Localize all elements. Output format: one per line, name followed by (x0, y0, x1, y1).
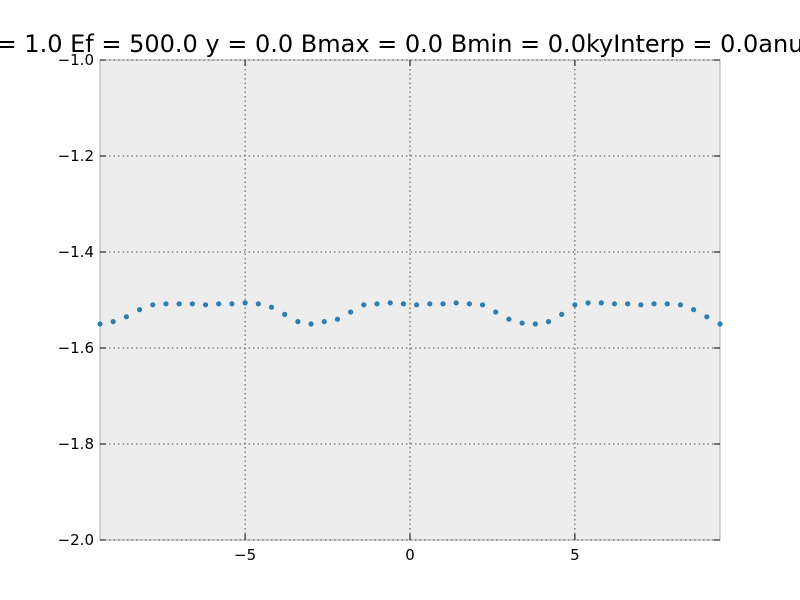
data-point (466, 301, 472, 307)
data-point (625, 301, 631, 307)
data-point (255, 301, 261, 307)
data-point (717, 321, 723, 327)
data-point (229, 301, 235, 307)
data-point (493, 309, 499, 315)
data-point (176, 301, 182, 307)
data-point (479, 302, 486, 308)
y-tick-label: −1.0 (58, 51, 94, 69)
data-point (348, 309, 354, 315)
data-point (374, 301, 380, 307)
data-point (361, 302, 367, 308)
x-tick-label: −5 (234, 546, 256, 564)
x-tick-label: 0 (405, 546, 415, 564)
data-point (691, 307, 697, 313)
data-point (427, 301, 433, 307)
data-points (97, 300, 723, 327)
data-point (334, 316, 341, 322)
data-point (97, 321, 103, 327)
data-point (440, 301, 446, 307)
data-point (282, 311, 288, 317)
data-point (189, 301, 195, 307)
x-tick-label: 5 (570, 546, 580, 564)
data-point (321, 319, 327, 325)
data-point (519, 320, 525, 326)
data-point (611, 301, 618, 307)
data-point (585, 300, 591, 306)
y-tick-label: −1.6 (58, 339, 94, 357)
data-point (242, 300, 248, 306)
axis-ticks: −5 0 5 −1.0 −1.2 −1.4 −1.6 −1.8 −2.0 (58, 51, 720, 564)
data-point (413, 302, 420, 308)
data-point (598, 300, 604, 306)
data-point (123, 314, 129, 320)
y-tick-label: −1.4 (58, 243, 94, 261)
y-tick-label: −1.8 (58, 435, 94, 453)
y-tick-label: −2.0 (58, 531, 94, 549)
data-point (163, 301, 169, 307)
data-point (308, 321, 314, 327)
data-point (704, 314, 710, 320)
data-point (110, 319, 116, 325)
data-point (532, 321, 538, 327)
data-point (638, 302, 644, 308)
data-point (677, 302, 684, 308)
data-point (453, 300, 459, 306)
data-point (216, 301, 222, 307)
data-point (150, 302, 156, 308)
data-point (572, 302, 578, 308)
data-point (268, 304, 275, 310)
data-point (506, 316, 512, 322)
data-point (664, 301, 670, 307)
chart-title: = 1.0 Ef = 500.0 y = 0.0 Bmax = 0.0 Bmin… (0, 30, 800, 58)
data-point (400, 301, 407, 307)
data-point (545, 319, 552, 325)
data-point (202, 302, 209, 308)
y-tick-label: −1.2 (58, 147, 94, 165)
data-point (387, 300, 393, 306)
data-point (651, 301, 657, 307)
data-point (295, 319, 301, 325)
data-point (136, 307, 143, 313)
data-point (559, 311, 565, 317)
grid-lines (100, 59, 720, 541)
